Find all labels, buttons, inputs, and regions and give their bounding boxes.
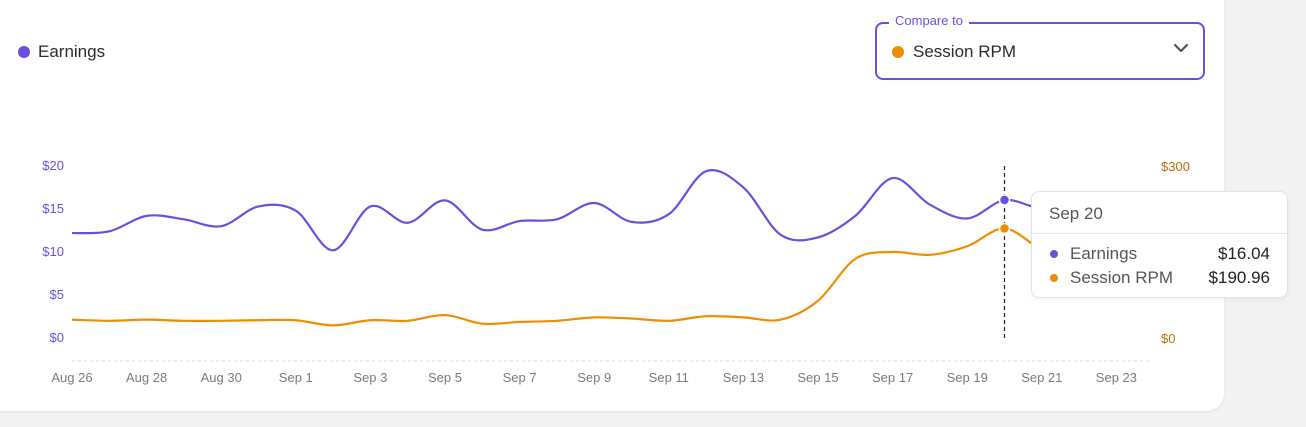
legend-earnings-label: Earnings <box>38 42 106 61</box>
y-left-tick-label: $10 <box>42 244 64 259</box>
series-line-session-rpm <box>71 227 1080 327</box>
compare-to-label: Compare to <box>889 13 969 28</box>
hover-point-session-rpm <box>998 222 1011 235</box>
tooltip-earnings-dot <box>1050 250 1058 258</box>
x-tick-label: Sep 11 <box>649 370 689 385</box>
compare-to-select[interactable]: Compare to Session RPM <box>875 13 1205 80</box>
compare-selected-value: Session RPM <box>913 42 1016 61</box>
x-tick-label: Sep 9 <box>577 370 611 385</box>
x-tick-label: Sep 13 <box>723 370 764 385</box>
tooltip-rpm-value: $190.96 <box>1208 268 1270 287</box>
tooltip-earnings-value: $16.04 <box>1218 244 1270 263</box>
x-tick-label: Aug 26 <box>51 370 92 385</box>
tooltip-earnings-name: Earnings <box>1070 244 1138 263</box>
tooltip-rpm-name: Session RPM <box>1070 268 1173 287</box>
hover-point-earnings <box>998 194 1011 206</box>
y-left-tick-label: $5 <box>50 287 64 302</box>
tooltip-title: Sep 20 <box>1049 204 1103 223</box>
x-tick-label: Aug 28 <box>126 370 167 385</box>
tooltip-row-earnings: Earnings $16.04 <box>1050 244 1270 264</box>
x-tick-label: Sep 3 <box>353 370 387 385</box>
chart-tooltip: Sep 20 Earnings $16.04 Session RPM $190.… <box>1031 191 1288 298</box>
x-tick-label: Sep 15 <box>797 370 838 385</box>
compare-series-dot <box>892 46 904 58</box>
series-line-earnings <box>71 169 1080 252</box>
y-right-tick-label: $300 <box>1161 159 1190 174</box>
x-tick-label: Aug 30 <box>201 370 242 385</box>
chevron-down-icon[interactable] <box>1171 38 1191 58</box>
x-tick-label: Sep 7 <box>503 370 537 385</box>
y-left-tick-label: $0 <box>50 330 64 345</box>
x-tick-label: Sep 21 <box>1021 370 1062 385</box>
y-right-tick-label: $0 <box>1161 331 1175 346</box>
legend-earnings-dot <box>18 46 30 58</box>
x-tick-label: Sep 23 <box>1096 370 1137 385</box>
x-tick-label: Sep 5 <box>428 370 462 385</box>
legend: Earnings <box>18 42 105 62</box>
x-tick-label: Sep 17 <box>872 370 913 385</box>
y-left-tick-label: $15 <box>42 201 64 216</box>
tooltip-rpm-dot <box>1050 274 1058 282</box>
tooltip-row-session-rpm: Session RPM $190.96 <box>1050 268 1270 288</box>
x-tick-label: Sep 1 <box>279 370 313 385</box>
y-left-tick-label: $20 <box>42 158 64 173</box>
tooltip-divider <box>1032 233 1287 234</box>
x-tick-label: Sep 19 <box>947 370 988 385</box>
